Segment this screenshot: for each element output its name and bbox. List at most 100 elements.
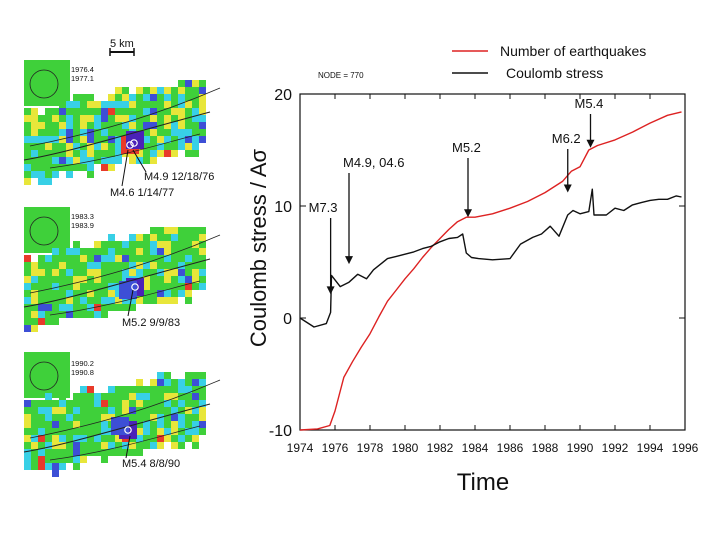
map-cell (52, 269, 59, 276)
map-cell (108, 115, 115, 122)
map-cell (52, 108, 59, 115)
map-cell (80, 400, 87, 407)
map-cell (164, 94, 171, 101)
map-cell (136, 87, 143, 94)
map-cell (94, 414, 101, 421)
map-cell (185, 94, 192, 101)
map-cell (73, 164, 80, 171)
map-cell (94, 101, 101, 108)
map-cell (108, 122, 115, 129)
map-cell (129, 248, 136, 255)
map-cell (178, 428, 185, 435)
map-cell (52, 428, 59, 435)
epicenter-marker (131, 283, 139, 291)
map-cell (115, 407, 122, 414)
map-cell (185, 101, 192, 108)
map-cell (129, 255, 136, 262)
map-cell (108, 269, 115, 276)
map-cell (38, 414, 45, 421)
map-cell (157, 248, 164, 255)
map-cell (192, 269, 199, 276)
fault-line (29, 379, 221, 439)
map-cell (59, 435, 66, 442)
map-inset-outline (29, 216, 59, 246)
map-cell (122, 407, 129, 414)
map-cell (94, 428, 101, 435)
map-cell (80, 276, 87, 283)
map-cell (45, 290, 52, 297)
map-cell (45, 283, 52, 290)
map-cell (66, 269, 73, 276)
map-cell (192, 122, 199, 129)
map-date-start: 1976.4 (71, 65, 94, 74)
map-cell (80, 428, 87, 435)
map-cell (101, 269, 108, 276)
x-tick-label: 1984 (462, 441, 489, 455)
map-cell (199, 101, 206, 108)
map-cell (52, 400, 59, 407)
map-cell (150, 393, 157, 400)
map-cell (199, 122, 206, 129)
map-cell (164, 428, 171, 435)
map-cell (129, 234, 136, 241)
map-cell (136, 101, 143, 108)
map-cell (122, 449, 129, 456)
map-cell (73, 393, 80, 400)
map-cell (185, 269, 192, 276)
map-cell (129, 101, 136, 108)
map-event-label: M4.9 12/18/76 (144, 171, 214, 183)
map-cell (150, 414, 157, 421)
map-cell (101, 435, 108, 442)
map-cell (59, 421, 66, 428)
map-cell (143, 150, 150, 157)
map-cell (73, 143, 80, 150)
map-cell (108, 241, 115, 248)
map-cell (164, 115, 171, 122)
map-cell (101, 248, 108, 255)
map-cell (178, 283, 185, 290)
map-cell (31, 136, 38, 143)
map-cell (171, 290, 178, 297)
map-cell (31, 283, 38, 290)
map-cell (31, 421, 38, 428)
map-cell (101, 101, 108, 108)
map-cell (122, 276, 129, 283)
map-cell (192, 428, 199, 435)
map-cell (101, 400, 108, 407)
map-cell (115, 122, 122, 129)
map-cell (24, 115, 31, 122)
map-cell (66, 255, 73, 262)
map-date-start: 1990.2 (71, 359, 94, 368)
event-arrow-head (563, 184, 572, 193)
map-cell (94, 304, 101, 311)
map-cell (157, 283, 164, 290)
map-cell (94, 276, 101, 283)
scale-bar: 5 km (109, 38, 135, 56)
map-cell (101, 290, 108, 297)
map-cell (38, 129, 45, 136)
map-cell (66, 449, 73, 456)
map-cell (59, 393, 66, 400)
map-cell (24, 150, 31, 157)
map-cell (192, 379, 199, 386)
map-cell (185, 290, 192, 297)
map-cell (157, 379, 164, 386)
map-cell (108, 129, 115, 136)
map-cell (66, 164, 73, 171)
map-cell (199, 87, 206, 94)
map-cell (171, 283, 178, 290)
map-cell (108, 157, 115, 164)
map-cell (171, 248, 178, 255)
map-cell (108, 435, 115, 442)
map-cell (171, 442, 178, 449)
map-cell (73, 248, 80, 255)
map-cell (129, 442, 136, 449)
map-cell (136, 269, 143, 276)
map-cell (101, 157, 108, 164)
map-cell (52, 262, 59, 269)
map-cell (171, 255, 178, 262)
map-cell (178, 80, 185, 87)
map-cell (45, 442, 52, 449)
map-cell (52, 435, 59, 442)
map-cell (115, 290, 122, 297)
